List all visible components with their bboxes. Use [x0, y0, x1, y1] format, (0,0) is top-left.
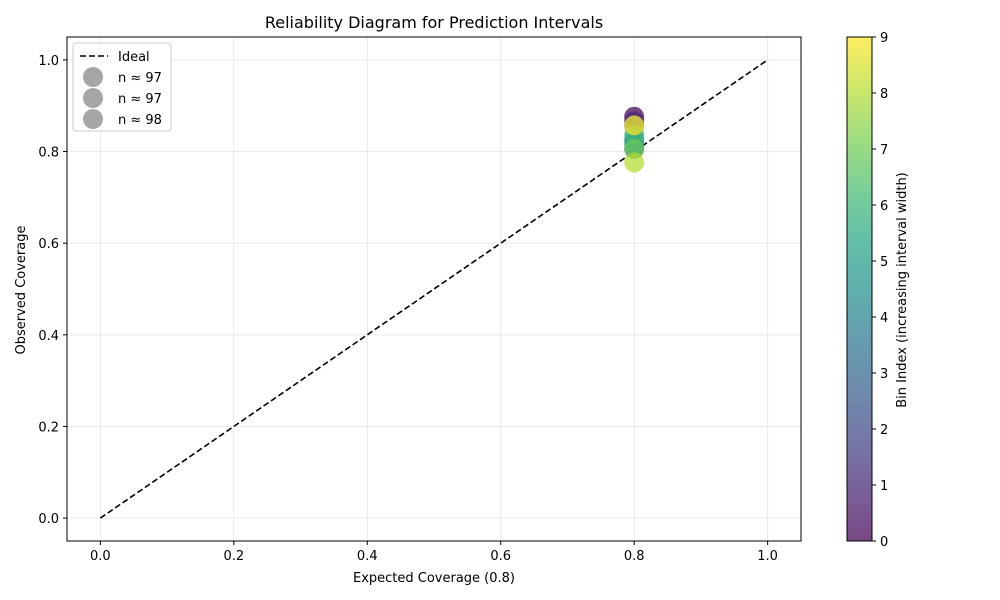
legend-size-marker — [83, 109, 103, 129]
legend-entry-label: n ≈ 98 — [118, 113, 162, 128]
legend-entry-label: n ≈ 97 — [118, 92, 162, 107]
colorbar-tick-label: 8 — [880, 87, 888, 102]
colorbar: 0 1 2 3 4 5 6 7 8 9 — [846, 31, 888, 550]
colorbar-tick-label: 5 — [880, 255, 888, 270]
legend: Ideal n ≈ 97 n ≈ 97 n ≈ 98 — [72, 42, 172, 132]
x-tick-label: 0.2 — [223, 549, 244, 564]
colorbar-tick-label: 7 — [880, 143, 888, 158]
y-tick-label: 0.4 — [38, 329, 59, 344]
data-point — [624, 115, 645, 136]
colorbar-tick-label: 4 — [880, 311, 888, 326]
y-tick-label: 0.0 — [38, 512, 59, 527]
ideal-line — [99, 59, 769, 519]
y-axis-label: Observed Coverage — [14, 226, 29, 355]
plot-area: 0.0 0.2 0.4 0.6 0.8 1.0 0.0 0.2 0.4 0.6 0.8 1.0 — [38, 36, 802, 564]
colorbar-tick-label: 1 — [880, 479, 888, 494]
legend-size-marker — [83, 88, 103, 108]
x-tick-label: 0.0 — [90, 549, 111, 564]
legend-size-marker — [83, 67, 103, 87]
x-tick-label: 1.0 — [757, 549, 778, 564]
y-tick-label: 0.8 — [38, 146, 59, 161]
colorbar-label: Bin Index (increasing interval width) — [895, 172, 910, 408]
chart-title: Reliability Diagram for Prediction Inter… — [265, 13, 603, 32]
colorbar-tick-label: 0 — [880, 535, 888, 550]
legend-entry-label: n ≈ 97 — [118, 71, 162, 86]
colorbar-tick-label: 9 — [880, 31, 888, 46]
legend-box — [72, 42, 172, 132]
x-tick-label: 0.4 — [357, 549, 378, 564]
colorbar-tick-label: 2 — [880, 423, 888, 438]
plot-frame — [66, 36, 802, 542]
data-point — [624, 138, 645, 159]
y-tick-label: 0.6 — [38, 237, 59, 252]
x-axis-label: Expected Coverage (0.8) — [353, 571, 515, 586]
y-tick-label: 1.0 — [38, 54, 59, 69]
data-point — [624, 152, 645, 173]
y-tick-label: 0.2 — [38, 420, 59, 435]
x-tick-label: 0.6 — [490, 549, 511, 564]
legend-entry-label: Ideal — [118, 50, 150, 65]
x-tick-label: 0.8 — [624, 549, 645, 564]
colorbar-tick-label: 3 — [880, 367, 888, 382]
colorbar-bar — [846, 36, 873, 542]
colorbar-tick-label: 6 — [880, 199, 888, 214]
